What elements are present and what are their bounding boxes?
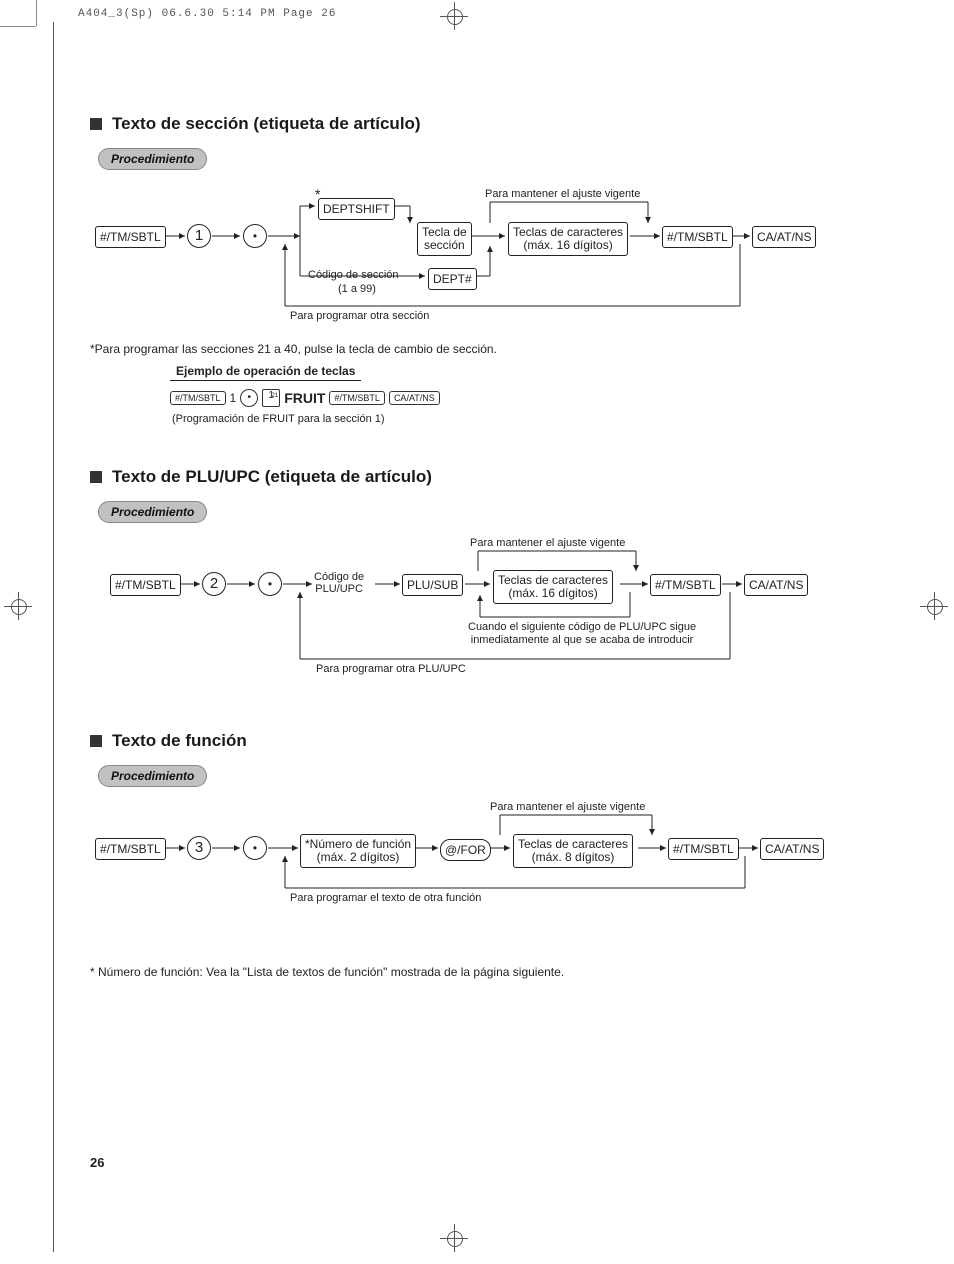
bullet-square-icon — [90, 735, 102, 747]
key-tm-sbtl: #/TM/SBTL — [95, 838, 166, 860]
label-keep-setting: Para mantener el ajuste vigente — [490, 801, 645, 813]
key-tm-sbtl-2: #/TM/SBTL — [650, 574, 721, 596]
key-tm-sbtl-2: #/TM/SBTL — [662, 226, 733, 248]
text: Teclas de caracteres — [498, 573, 608, 587]
key-plusub: PLU/SUB — [402, 574, 463, 596]
section-heading: Texto de función — [90, 731, 870, 751]
text: (máx. 8 dígitos) — [532, 850, 615, 864]
text: Tecla de — [422, 225, 467, 239]
key-chars: Teclas de caracteres(máx. 16 dígitos) — [508, 222, 628, 256]
text: Teclas de caracteres — [518, 837, 628, 851]
key-dot: • — [243, 224, 267, 248]
example-word: FRUIT — [284, 390, 325, 406]
key-dot: • — [258, 572, 282, 596]
key-small-digit: 121 — [262, 389, 280, 407]
bullet-square-icon — [90, 471, 102, 483]
key-tm-sbtl-2: #/TM/SBTL — [668, 838, 739, 860]
label-program-another: Para programar otra sección — [290, 310, 429, 322]
key-tm-sbtl: #/TM/SBTL — [95, 226, 166, 248]
text: Cuando el siguiente código de PLU/UPC si… — [468, 621, 696, 633]
text: Código de — [314, 571, 364, 583]
text: sección — [424, 238, 465, 252]
section-heading: Texto de sección (etiqueta de artículo) — [90, 114, 870, 134]
key-ca-at-ns: CA/AT/NS — [744, 574, 808, 596]
crop-line — [53, 22, 54, 1252]
key-number: 1 — [187, 224, 211, 248]
page-content: Texto de sección (etiqueta de artículo) … — [90, 100, 870, 985]
label-keep-setting: Para mantener el ajuste vigente — [470, 537, 625, 549]
label-program-another: Para programar el texto de otra función — [290, 892, 481, 904]
key-ca-at-ns: CA/AT/NS — [752, 226, 816, 248]
text: inmediatamente al que se acaba de introd… — [471, 634, 694, 646]
section-title: Texto de sección (etiqueta de artículo) — [112, 114, 421, 134]
key-deptshift: DEPTSHIFT — [318, 198, 395, 220]
key-chars: Teclas de caracteres(máx. 8 dígitos) — [513, 834, 633, 868]
label-codigo-seccion: Código de sección — [308, 269, 399, 281]
key-number: 3 — [187, 836, 211, 860]
procedure-label: Procedimiento — [98, 148, 207, 170]
diagram-lines — [90, 529, 870, 709]
page-number: 26 — [90, 1155, 104, 1170]
text: (máx. 16 dígitos) — [523, 238, 612, 252]
section-footnote: * Número de función: Vea la "Lista de te… — [90, 965, 870, 979]
label-program-another: Para programar otra PLU/UPC — [316, 663, 466, 675]
registration-mark-icon — [440, 1224, 468, 1252]
key-small: #/TM/SBTL — [170, 391, 226, 405]
diagram-lines — [90, 176, 870, 336]
section-heading: Texto de PLU/UPC (etiqueta de artículo) — [90, 467, 870, 487]
diagram-function-text: #/TM/SBTL 3 • *Número de función(máx. 2 … — [90, 793, 870, 923]
key-dot: • — [243, 836, 267, 860]
crop-corner — [36, 0, 37, 26]
label-codigo-range: (1 a 99) — [338, 283, 376, 295]
label-keep-setting: Para mantener el ajuste vigente — [485, 188, 640, 200]
example-header: Ejemplo de operación de teclas — [170, 364, 361, 381]
text: 21 — [272, 390, 279, 402]
crop-corner — [0, 26, 36, 27]
example-row: #/TM/SBTL 1 • 121 FRUIT #/TM/SBTL CA/AT/… — [170, 389, 870, 407]
section-title: Texto de PLU/UPC (etiqueta de artículo) — [112, 467, 432, 487]
text: 1 — [230, 391, 237, 405]
label-codigo-plu: Código dePLU/UPC — [314, 571, 364, 595]
key-chars: Teclas de caracteres(máx. 16 dígitos) — [493, 570, 613, 604]
text: PLU/UPC — [315, 583, 363, 595]
key-section: Tecla desección — [417, 222, 472, 256]
key-small: CA/AT/NS — [389, 391, 440, 405]
text: (máx. 2 dígitos) — [317, 850, 400, 864]
registration-mark-icon — [4, 592, 32, 620]
key-tm-sbtl: #/TM/SBTL — [110, 574, 181, 596]
key-dept: DEPT# — [428, 268, 477, 290]
example-note: (Programación de FRUIT para la sección 1… — [172, 413, 870, 425]
diagram-section-text: #/TM/SBTL 1 • * DEPTSHIFT Tecla desecció… — [90, 176, 870, 336]
section-title: Texto de función — [112, 731, 247, 751]
procedure-label: Procedimiento — [98, 501, 207, 523]
text: Teclas de caracteres — [513, 225, 623, 239]
text: (máx. 16 dígitos) — [508, 586, 597, 600]
section-note: *Para programar las secciones 21 a 40, p… — [90, 342, 870, 356]
text: *Número de función — [305, 837, 411, 851]
key-number: 2 — [202, 572, 226, 596]
bullet-square-icon — [90, 118, 102, 130]
key-at-for: @/FOR — [440, 839, 491, 861]
key-function-number: *Número de función(máx. 2 dígitos) — [300, 834, 416, 868]
key-small-dot: • — [240, 389, 258, 407]
registration-mark-icon — [920, 592, 948, 620]
key-small: #/TM/SBTL — [329, 391, 385, 405]
print-header: A404_3(Sp) 06.6.30 5:14 PM Page 26 — [78, 8, 336, 20]
procedure-label: Procedimiento — [98, 765, 207, 787]
registration-mark-icon — [440, 2, 468, 30]
key-ca-at-ns: CA/AT/NS — [760, 838, 824, 860]
diagram-plu-text: #/TM/SBTL 2 • Código dePLU/UPC PLU/SUB T… — [90, 529, 870, 709]
label-next-plu: Cuando el siguiente código de PLU/UPC si… — [468, 621, 696, 647]
